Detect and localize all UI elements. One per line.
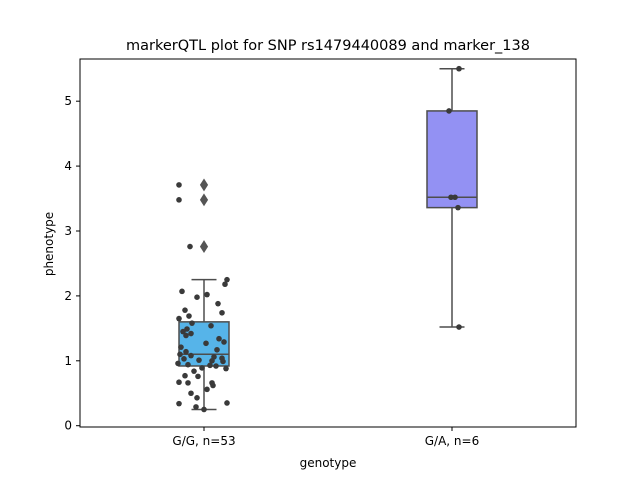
data-point [216, 335, 222, 342]
data-point [188, 390, 194, 397]
plot-frame [79, 58, 577, 428]
chart-title: markerQTL plot for SNP rs1479440089 and … [126, 38, 530, 54]
data-point [191, 368, 197, 374]
data-point [223, 365, 229, 372]
data-point [195, 373, 201, 380]
data-point [214, 346, 220, 353]
x-axis-label: genotype [300, 456, 357, 470]
data-point [224, 400, 230, 406]
data-point [176, 379, 182, 386]
data-point [179, 288, 185, 295]
data-point [189, 320, 195, 326]
data-point [456, 65, 462, 72]
data-point [446, 108, 452, 114]
data-point [204, 386, 210, 393]
data-point [181, 356, 187, 362]
data-point [176, 400, 182, 407]
data-point [176, 315, 182, 322]
data-point [185, 380, 191, 386]
data-point [204, 291, 210, 298]
data-point [178, 344, 184, 350]
data-point [176, 182, 182, 188]
plot-area: 0 1 2 3 4 5 G/G, n=53 G/A, n=6 [64, 58, 577, 448]
data-point [220, 358, 226, 365]
data-point [199, 365, 205, 371]
outlier-marker [199, 178, 209, 192]
data-point [448, 194, 454, 201]
data-point [180, 328, 186, 335]
data-point [187, 243, 193, 250]
outlier-marker [199, 193, 209, 207]
data-point [176, 197, 182, 203]
y-tick-label: 5 [64, 94, 72, 108]
y-tick-label: 2 [64, 289, 72, 303]
data-point [175, 360, 181, 367]
x-tick-label: G/G, n=53 [172, 434, 235, 448]
data-point [182, 307, 188, 313]
data-point [194, 394, 200, 401]
data-point [452, 194, 458, 201]
data-point [182, 372, 188, 379]
data-point [207, 362, 213, 369]
y-tick-label: 4 [64, 159, 72, 173]
outlier-marker [199, 240, 209, 254]
data-point [177, 351, 183, 358]
box-iqr [426, 110, 478, 209]
data-point [224, 276, 230, 283]
data-point [183, 332, 189, 339]
y-tick-label: 0 [64, 419, 72, 433]
data-point [188, 352, 194, 359]
data-point [210, 382, 216, 389]
data-point [185, 361, 191, 368]
data-point [215, 300, 221, 307]
x-tick-label: G/A, n=6 [425, 434, 479, 448]
y-tick-label: 3 [64, 224, 72, 238]
y-tick-label: 1 [64, 354, 72, 368]
data-point [203, 340, 209, 347]
data-point [455, 204, 461, 211]
data-point [456, 324, 462, 330]
data-point [194, 294, 200, 300]
data-point [209, 357, 215, 364]
data-point [196, 357, 202, 363]
data-point [188, 330, 194, 337]
data-point [222, 281, 228, 288]
data-point [183, 348, 189, 355]
data-point [184, 326, 190, 332]
data-point [221, 339, 227, 345]
data-point [213, 363, 219, 369]
data-point [219, 309, 225, 316]
data-point [186, 313, 192, 319]
data-point [193, 404, 199, 410]
data-point [208, 322, 214, 329]
data-point [201, 406, 207, 413]
y-axis-label: phenotype [42, 212, 56, 276]
